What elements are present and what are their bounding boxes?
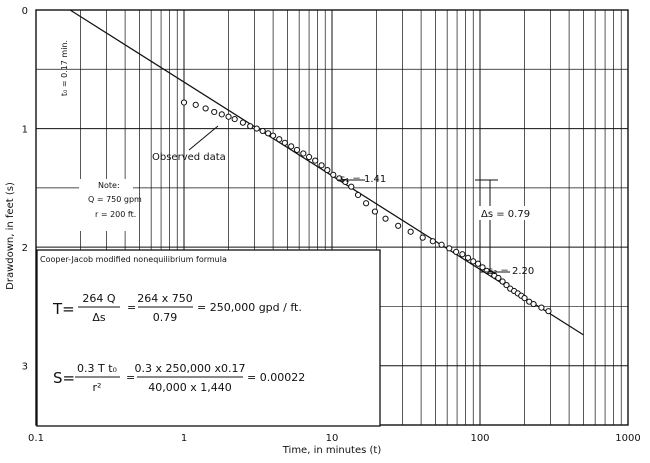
t-numerator-symbolic: 264 Q xyxy=(82,292,115,305)
formula-box-frame xyxy=(36,249,381,427)
y-tick-label: 2 xyxy=(22,243,28,254)
data-point xyxy=(470,258,477,265)
x-tick-label: 1 xyxy=(181,433,187,444)
x-tick-label: 100 xyxy=(470,433,489,444)
data-point xyxy=(218,111,225,118)
data-point xyxy=(276,136,283,143)
data-point xyxy=(530,300,537,308)
data-point xyxy=(312,157,319,164)
data-point xyxy=(253,125,260,132)
data-point xyxy=(239,119,246,126)
s-denominator-symbolic: r² xyxy=(93,381,102,394)
t-lhs: T= xyxy=(52,300,75,318)
axis-tick-labels: 0.1 1 10 100 1000 0 1 2 3 xyxy=(22,6,641,444)
data-point xyxy=(407,228,414,235)
data-point xyxy=(270,132,277,139)
data-point xyxy=(438,241,445,248)
data-point xyxy=(293,146,301,154)
delta-s-label-bg xyxy=(478,206,530,220)
data-point xyxy=(281,139,288,146)
s-equals-1: = xyxy=(126,371,135,384)
data-point xyxy=(192,101,199,108)
t-denominator-values: 0.79 xyxy=(153,311,178,324)
data-point xyxy=(330,171,337,178)
data-point xyxy=(503,281,510,289)
y-tick-label: 1 xyxy=(22,125,28,136)
note-box xyxy=(79,179,133,231)
x-tick-label: 0.1 xyxy=(28,433,44,444)
data-point xyxy=(324,166,331,174)
observed-data-leader xyxy=(188,125,219,151)
delta-s-label: Δs = 0.79 xyxy=(481,209,530,220)
data-point xyxy=(225,113,232,120)
note-title: Note: xyxy=(98,181,120,190)
data-point xyxy=(305,153,313,161)
data-point xyxy=(348,183,355,190)
data-point xyxy=(259,127,266,135)
note-q: Q = 750 gpm xyxy=(88,195,142,204)
data-point xyxy=(180,99,188,106)
data-point xyxy=(202,105,209,112)
data-point xyxy=(453,248,460,255)
data-point xyxy=(342,178,349,186)
s-numerator-symbolic: 0.3 T t₀ xyxy=(77,362,118,375)
y-tick-label: 3 xyxy=(22,362,28,373)
observed-data-label: Observed data xyxy=(152,152,226,163)
data-point xyxy=(538,304,545,311)
y-axis-label: Drawdown, in feet (s) xyxy=(5,182,16,290)
y-tick-label: 0 xyxy=(22,6,28,17)
data-point xyxy=(300,150,307,157)
data-point xyxy=(363,200,370,207)
s-result: = 0.00022 xyxy=(247,371,305,384)
note-r: r = 200 ft. xyxy=(95,210,136,219)
data-point xyxy=(429,238,436,245)
data-point xyxy=(264,130,272,137)
t-denominator-symbolic: Δs xyxy=(92,311,106,324)
data-point xyxy=(395,222,402,229)
s-denominator-values: 40,000 x 1,440 xyxy=(148,381,231,394)
data-point xyxy=(318,162,325,169)
t-result: = 250,000 gpd / ft. xyxy=(197,301,302,314)
data-point xyxy=(354,191,362,199)
data-point xyxy=(231,115,238,123)
formula-title: Cooper-Jacob modified nonequilibrium for… xyxy=(40,255,227,264)
data-point xyxy=(499,278,506,285)
data-point xyxy=(479,264,486,271)
t-numerator-values: 264 x 750 xyxy=(137,292,193,305)
data-point xyxy=(382,215,389,222)
data-point xyxy=(211,108,218,116)
data-point xyxy=(474,260,482,267)
s-lhs: S= xyxy=(53,369,75,387)
data-point xyxy=(545,308,552,315)
data-point xyxy=(521,295,528,302)
data-point xyxy=(247,123,254,130)
observed-data-points xyxy=(180,99,552,315)
s-numerator-values: 0.3 x 250,000 x0.17 xyxy=(135,362,246,375)
x-axis-label: Time, in minutes (t) xyxy=(282,445,382,456)
x-tick-label: 1000 xyxy=(615,433,640,444)
formula-box: Cooper-Jacob modified nonequilibrium for… xyxy=(36,249,381,427)
s1-label: s₁ = 1.41 xyxy=(340,174,386,185)
data-point xyxy=(459,251,466,258)
t-equals-1: = xyxy=(127,301,136,314)
data-point xyxy=(288,143,295,150)
s2-label: s₂ = 2.20 xyxy=(488,266,534,277)
data-point xyxy=(419,234,426,241)
x-tick-label: 10 xyxy=(326,433,339,444)
t0-label: t₀ = 0.17 min. xyxy=(60,40,69,96)
data-point xyxy=(495,274,502,282)
data-point xyxy=(371,208,379,215)
data-point xyxy=(446,245,453,252)
data-point xyxy=(464,254,472,261)
